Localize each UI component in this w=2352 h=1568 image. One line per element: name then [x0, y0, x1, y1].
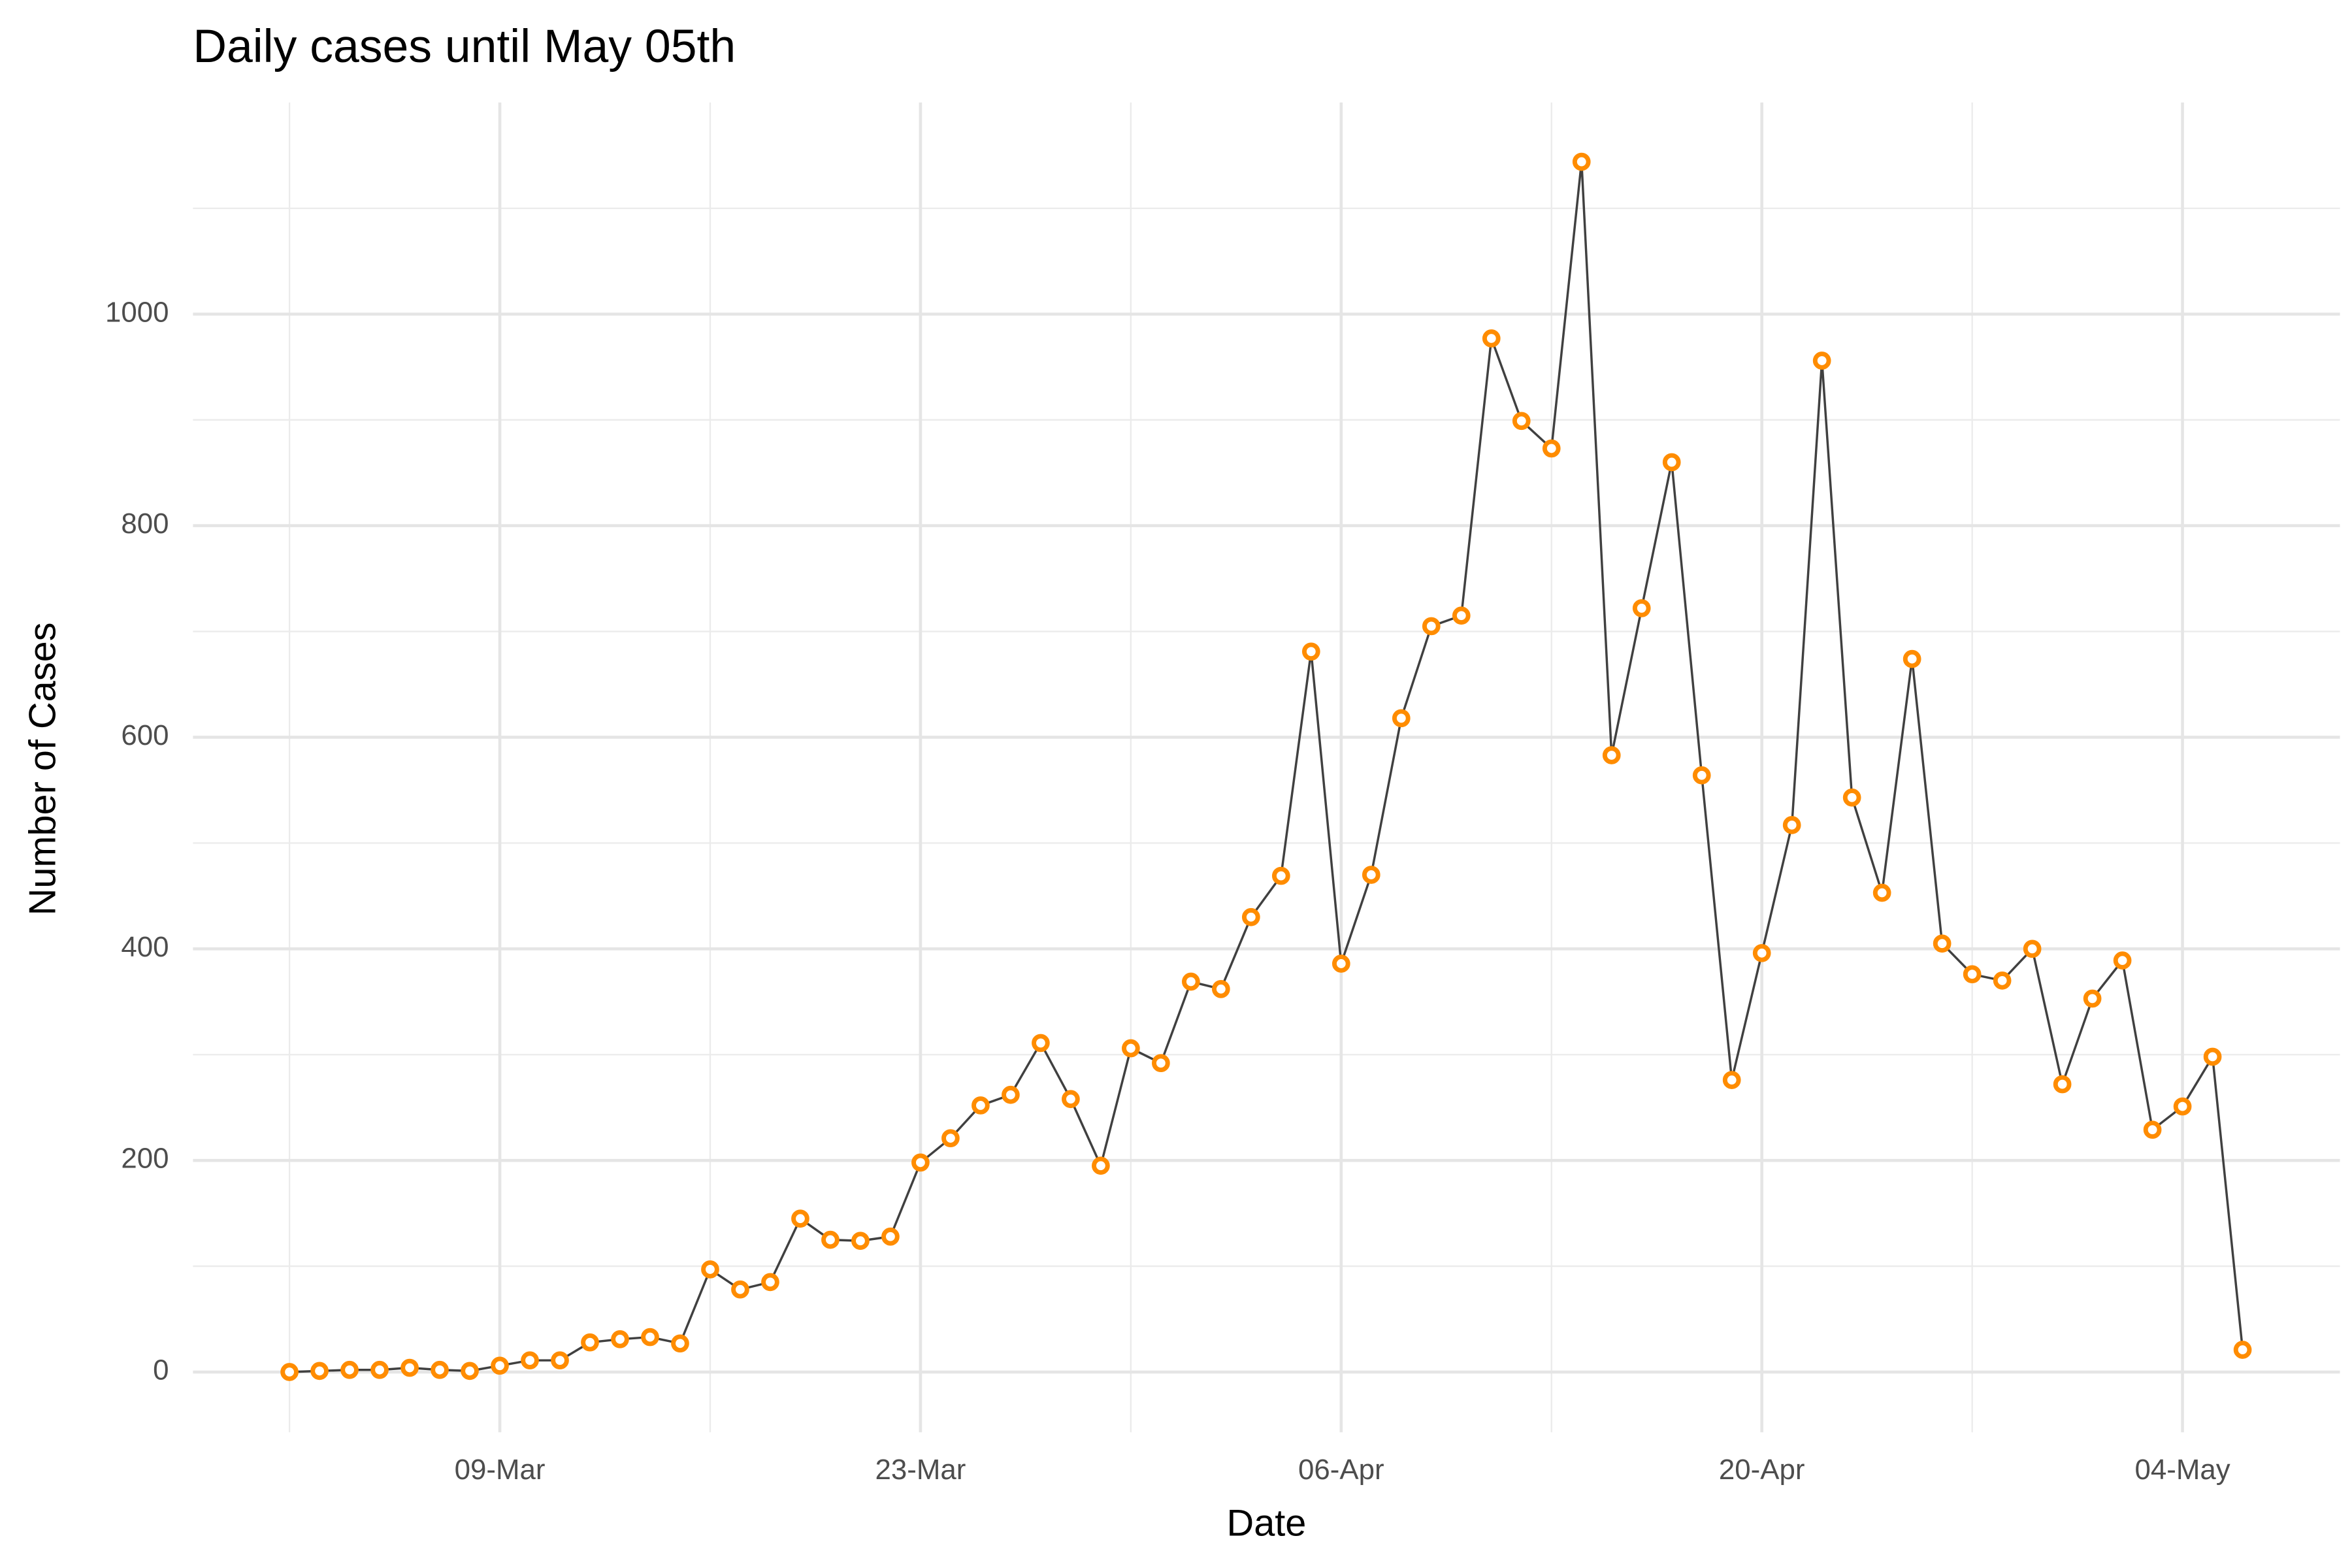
data-point	[1092, 1156, 1110, 1175]
data-point	[491, 1356, 509, 1375]
data-point	[1422, 617, 1441, 636]
chart-title: Daily cases until May 05th	[193, 20, 736, 73]
y-tick-label: 600	[121, 719, 169, 751]
y-tick-label: 1000	[105, 296, 169, 328]
data-point	[280, 1363, 299, 1381]
data-point	[701, 1260, 719, 1279]
data-point	[2113, 951, 2132, 970]
data-point	[671, 1334, 689, 1353]
y-axis-title: Number of Cases	[22, 622, 63, 915]
data-point	[1122, 1039, 1140, 1058]
data-point	[1542, 439, 1561, 458]
data-point	[2173, 1097, 2192, 1116]
data-point	[2083, 989, 2102, 1008]
y-tick-label: 400	[121, 931, 169, 963]
data-point	[1692, 766, 1711, 785]
data-point	[340, 1360, 359, 1379]
data-point	[400, 1358, 419, 1377]
y-tick-label: 800	[121, 508, 169, 540]
data-point	[1993, 972, 2012, 990]
data-point	[581, 1333, 599, 1352]
data-point	[1632, 599, 1651, 617]
data-point	[1482, 329, 1501, 348]
data-point	[310, 1362, 329, 1380]
data-point	[2143, 1120, 2162, 1139]
data-point	[1572, 152, 1591, 171]
data-point	[1182, 972, 1200, 991]
data-point	[911, 1153, 930, 1172]
data-point	[1032, 1034, 1050, 1053]
data-point	[761, 1273, 779, 1292]
data-point	[1903, 649, 1921, 668]
data-point	[1362, 866, 1380, 884]
data-point	[551, 1351, 569, 1370]
y-tick-label: 200	[121, 1143, 169, 1175]
data-point	[881, 1227, 900, 1246]
data-point	[370, 1360, 389, 1379]
data-point	[1722, 1071, 1741, 1089]
data-point	[821, 1230, 840, 1249]
data-point	[461, 1362, 479, 1380]
x-tick-label: 20-Apr	[1719, 1454, 1805, 1486]
y-tick-label: 0	[153, 1354, 169, 1386]
marks	[280, 152, 2252, 1381]
data-point	[1392, 709, 1411, 728]
x-tick-label: 09-Mar	[455, 1454, 546, 1486]
data-point	[1241, 907, 1260, 926]
x-axis-title: Date	[1227, 1503, 1307, 1544]
data-point	[1872, 883, 1891, 902]
series-line	[289, 161, 2244, 1373]
data-point	[2203, 1047, 2222, 1066]
data-point	[1602, 746, 1621, 764]
data-point	[521, 1351, 539, 1370]
data-point	[1752, 943, 1771, 962]
data-point	[851, 1232, 870, 1250]
data-point	[1933, 934, 1952, 953]
data-point	[731, 1280, 749, 1299]
data-point	[1512, 412, 1531, 431]
data-point	[2053, 1075, 2072, 1094]
data-point	[1062, 1090, 1080, 1109]
data-point	[972, 1096, 990, 1115]
data-point	[1662, 453, 1681, 472]
data-point	[641, 1328, 659, 1347]
data-point	[2023, 939, 2042, 958]
data-point	[1842, 788, 1861, 807]
data-point	[1452, 606, 1471, 625]
data-point	[1963, 965, 1982, 984]
data-point	[431, 1360, 449, 1379]
x-tick-label: 23-Mar	[875, 1454, 966, 1486]
data-point	[791, 1209, 809, 1228]
data-point	[1211, 980, 1230, 998]
data-point	[1152, 1054, 1170, 1073]
data-point	[611, 1330, 629, 1348]
data-point	[1002, 1085, 1020, 1104]
x-tick-label: 04-May	[2135, 1454, 2230, 1486]
grid	[193, 102, 2340, 1433]
data-point	[1301, 642, 1320, 661]
data-point	[1812, 351, 1831, 370]
x-tick-label: 06-Apr	[1298, 1454, 1384, 1486]
data-point	[2233, 1341, 2252, 1359]
data-point	[1782, 816, 1801, 834]
data-point	[941, 1129, 960, 1148]
data-point	[1331, 955, 1350, 973]
data-point	[1271, 866, 1290, 885]
